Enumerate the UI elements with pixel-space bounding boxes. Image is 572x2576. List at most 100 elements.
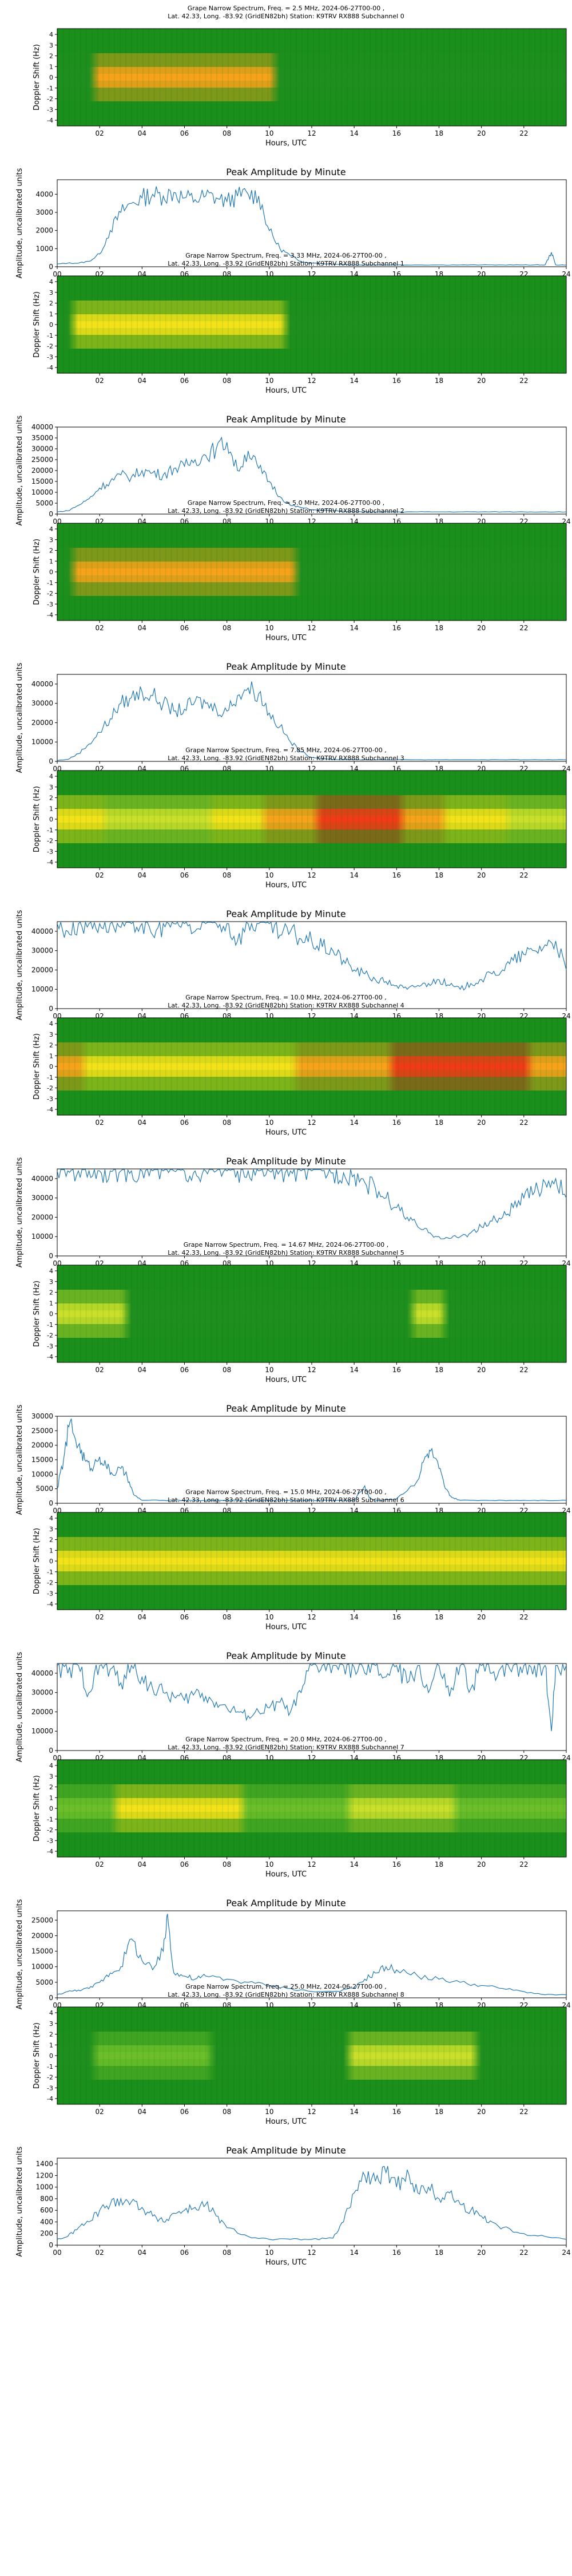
spectrogram-streak (182, 1760, 184, 1857)
spectrogram-streak (432, 523, 434, 621)
spectrogram-streak (210, 523, 212, 621)
amplitude-xtick-label: 08 (223, 2249, 231, 2257)
spectrogram-xtick-label: 12 (307, 2108, 316, 2116)
spectrogram-streak (523, 276, 525, 373)
spectrogram-streak (165, 771, 166, 868)
spectrogram-streak (364, 29, 366, 126)
spectrogram-streak (477, 771, 479, 868)
spectrogram-streak (284, 771, 286, 868)
spectrogram-xtick-label: 06 (180, 1613, 189, 1621)
spectrogram-streak (432, 771, 434, 868)
amplitude-ytick-label: 10000 (31, 738, 53, 746)
spectrogram-xtick-label: 12 (307, 1860, 316, 1868)
spectrogram-xtick-label: 02 (96, 1119, 104, 1127)
spectrogram-streak (188, 523, 189, 621)
spectrogram-streak (471, 523, 473, 621)
spectrogram-streak (261, 29, 263, 126)
spectrogram-streak (125, 1760, 127, 1857)
spectrogram-streak (62, 276, 64, 373)
spectrogram-streak (256, 2007, 257, 2104)
spectrogram-streak (438, 523, 439, 621)
spectrogram-xtick-label: 10 (265, 129, 273, 137)
spectrogram-streak (324, 523, 325, 621)
amplitude-series-line (57, 681, 567, 761)
spectrogram-streak (284, 1760, 286, 1857)
spectrogram-streak (193, 1265, 195, 1362)
spectrogram-streak (165, 29, 166, 126)
spectrogram-streak (273, 2007, 275, 2104)
amplitude-ytick-label: 15000 (31, 1947, 53, 1955)
spectrogram-streak (329, 29, 331, 126)
amplitude-series-line (57, 1914, 567, 1996)
spectrogram-streak (153, 771, 155, 868)
spectrogram-streak (170, 1512, 172, 1610)
spectrogram-streak (290, 1760, 292, 1857)
spectrogram-streak (420, 523, 422, 621)
spectrogram-streak (137, 276, 138, 373)
spectrogram-ylabel: Doppler Shift (Hz) (33, 786, 41, 852)
spectrogram-streak (137, 1760, 138, 1857)
spectrogram-streak (381, 771, 383, 868)
spectrogram-streak (529, 771, 530, 868)
spectrogram-streak (370, 2007, 371, 2104)
spectrogram-streak (199, 523, 201, 621)
amplitude-series-line (57, 1419, 567, 1502)
spectrogram-streak (375, 29, 377, 126)
spectrogram-streak (557, 276, 558, 373)
spectrogram-streak (216, 29, 218, 126)
spectrogram-streak (386, 1265, 388, 1362)
spectrogram-streak (500, 276, 502, 373)
spectrogram-streak (420, 771, 422, 868)
spectrogram-xtick-label: 18 (435, 1613, 443, 1621)
spectrogram-ytick-label: 3 (49, 1526, 53, 1533)
spectrogram-streak (182, 1018, 184, 1115)
spectrogram-streak (449, 1018, 451, 1115)
amplitude-ytick-label: 40000 (31, 1175, 53, 1183)
spectrogram-streak (165, 2007, 166, 2104)
spectrogram-streak (273, 1265, 275, 1362)
spectrogram-streak (358, 1512, 360, 1610)
spectrogram-streak (449, 1760, 451, 1857)
spectrogram-streak (120, 1018, 121, 1115)
spectrogram-streak (244, 29, 246, 126)
spectrogram-xtick-label: 02 (96, 377, 104, 385)
spectrogram-streak (159, 1512, 161, 1610)
spectrogram-streak (80, 276, 81, 373)
spectrogram-streak (256, 523, 257, 621)
spectrogram-streak (517, 1760, 519, 1857)
spectrogram-streak (296, 1265, 297, 1362)
spectrogram-streak (341, 771, 343, 868)
spectrogram-streak (148, 771, 149, 868)
spectrogram-xtick-label: 14 (350, 129, 359, 137)
spectrogram-streak (108, 29, 110, 126)
spectrogram-streak (153, 276, 155, 373)
spectrogram-station-line: Lat. 42.33, Long. -83.92 (GridEN82bh) St… (168, 1744, 404, 1751)
spectrogram-ytick-label: -3 (47, 1095, 53, 1103)
spectrogram-streak (68, 276, 70, 373)
spectrogram-xtick-label: 08 (223, 129, 231, 137)
spectrogram-streak (199, 1265, 201, 1362)
spectrogram-streak (97, 276, 98, 373)
spectrogram-streak (239, 1265, 240, 1362)
spectrogram-streak (312, 1018, 314, 1115)
spectrogram-streak (386, 276, 388, 373)
spectrogram-streak (284, 1265, 286, 1362)
spectrogram-streak (261, 1512, 263, 1610)
spectrogram-streak (426, 2007, 428, 2104)
spectrogram-streak (500, 1512, 502, 1610)
spectrogram-streak (97, 29, 98, 126)
spectrogram-streak (364, 771, 366, 868)
spectrogram-streak (182, 1512, 184, 1610)
spectrogram-ytick-label: 0 (49, 568, 53, 576)
spectrogram-streak (74, 1018, 76, 1115)
amplitude-title: Peak Amplitude by Minute (226, 1898, 346, 1909)
spectrogram-streak (108, 1018, 110, 1115)
spectrogram-streak (545, 1018, 547, 1115)
spectrogram-streak (131, 771, 133, 868)
spectrogram-streak (176, 1760, 178, 1857)
spectrogram-streak (221, 1512, 223, 1610)
spectrogram-station-line: Lat. 42.33, Long. -83.92 (GridEN82bh) St… (168, 1249, 404, 1257)
spectrogram-streak (85, 1512, 87, 1610)
spectrogram-streak (239, 1018, 240, 1115)
spectrogram-streak (307, 1018, 308, 1115)
